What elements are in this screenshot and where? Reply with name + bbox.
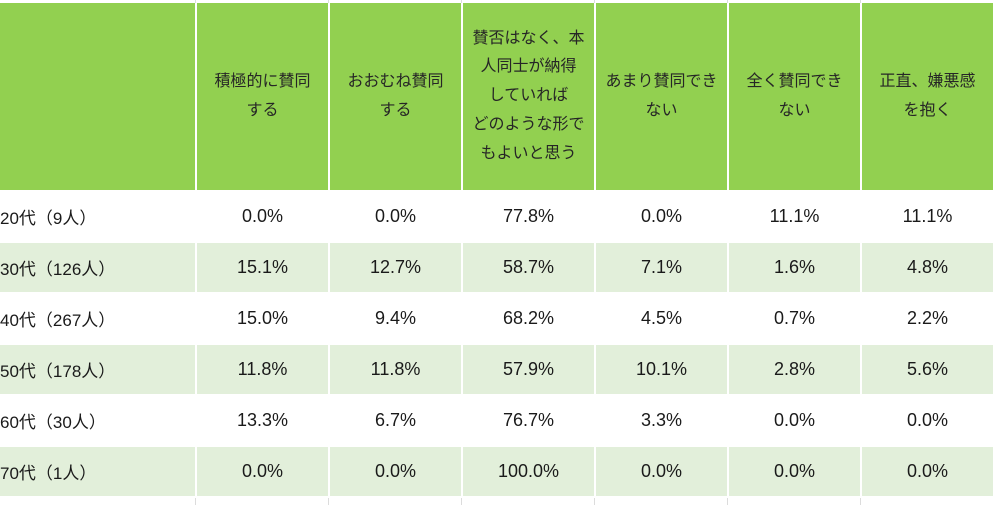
value-cell: 11.1% xyxy=(860,190,993,243)
table-row-70s: 70代（1人） 0.0% 0.0% 100.0% 0.0% 0.0% 0.0% xyxy=(0,445,993,498)
value-cell: 0.0% xyxy=(594,445,729,498)
value-cell: 77.8% xyxy=(461,190,596,243)
header-cell-agree-strongly: 積極的に賛同 する xyxy=(195,3,330,192)
value-cell: 0.0% xyxy=(195,445,330,498)
header-cell-disgust: 正直、嫌悪感 を抱く xyxy=(860,3,993,192)
table-row-30s: 30代（126人） 15.1% 12.7% 58.7% 7.1% 1.6% 4.… xyxy=(0,241,993,294)
value-cell: 10.1% xyxy=(594,343,729,396)
row-label: 60代（30人） xyxy=(0,394,197,447)
value-cell: 11.1% xyxy=(727,190,862,243)
row-label: 20代（9人） xyxy=(0,190,197,243)
value-cell: 15.0% xyxy=(195,292,330,345)
value-cell: 100.0% xyxy=(461,445,596,498)
value-cell: 7.1% xyxy=(594,241,729,294)
value-cell: 0.7% xyxy=(727,292,862,345)
row-label: 70代（1人） xyxy=(0,445,197,498)
value-cell: 11.8% xyxy=(195,343,330,396)
table-header-row: 積極的に賛同 する おおむね賛同 する 賛否はなく、本 人同士が納得 していれば… xyxy=(0,3,993,192)
value-cell: 12.7% xyxy=(328,241,463,294)
header-cell-agree-mostly: おおむね賛同 する xyxy=(328,3,463,192)
value-cell: 15.1% xyxy=(195,241,330,294)
row-label: 40代（267人） xyxy=(0,292,197,345)
row-label: 50代（178人） xyxy=(0,343,197,396)
value-cell: 2.2% xyxy=(860,292,993,345)
table-row-50s: 50代（178人） 11.8% 11.8% 57.9% 10.1% 2.8% 5… xyxy=(0,343,993,396)
value-cell: 0.0% xyxy=(328,190,463,243)
table-row-20s: 20代（9人） 0.0% 0.0% 77.8% 0.0% 11.1% 11.1% xyxy=(0,190,993,243)
value-cell: 0.0% xyxy=(195,190,330,243)
header-cell-neutral-any-form: 賛否はなく、本 人同士が納得 していれば どのような形で もよいと思う xyxy=(461,3,596,192)
value-cell: 4.5% xyxy=(594,292,729,345)
value-cell: 0.0% xyxy=(594,190,729,243)
value-cell: 0.0% xyxy=(727,445,862,498)
value-cell: 58.7% xyxy=(461,241,596,294)
value-cell: 1.6% xyxy=(727,241,862,294)
header-cell-disagree-somewhat: あまり賛同でき ない xyxy=(594,3,729,192)
corner-cell xyxy=(0,3,197,192)
value-cell: 76.7% xyxy=(461,394,596,447)
value-cell: 0.0% xyxy=(860,394,993,447)
value-cell: 0.0% xyxy=(727,394,862,447)
row-label: 30代（126人） xyxy=(0,241,197,294)
value-cell: 6.7% xyxy=(328,394,463,447)
table-row-60s: 60代（30人） 13.3% 6.7% 76.7% 3.3% 0.0% 0.0% xyxy=(0,394,993,447)
value-cell: 2.8% xyxy=(727,343,862,396)
table-row-40s: 40代（267人） 15.0% 9.4% 68.2% 4.5% 0.7% 2.2… xyxy=(0,292,993,345)
value-cell: 13.3% xyxy=(195,394,330,447)
value-cell: 0.0% xyxy=(328,445,463,498)
age-group-survey-table: 積極的に賛同 する おおむね賛同 する 賛否はなく、本 人同士が納得 していれば… xyxy=(0,3,993,498)
value-cell: 11.8% xyxy=(328,343,463,396)
header-cell-disagree-fully: 全く賛同でき ない xyxy=(727,3,862,192)
value-cell: 68.2% xyxy=(461,292,596,345)
value-cell: 3.3% xyxy=(594,394,729,447)
value-cell: 57.9% xyxy=(461,343,596,396)
value-cell: 5.6% xyxy=(860,343,993,396)
value-cell: 9.4% xyxy=(328,292,463,345)
value-cell: 4.8% xyxy=(860,241,993,294)
value-cell: 0.0% xyxy=(860,445,993,498)
